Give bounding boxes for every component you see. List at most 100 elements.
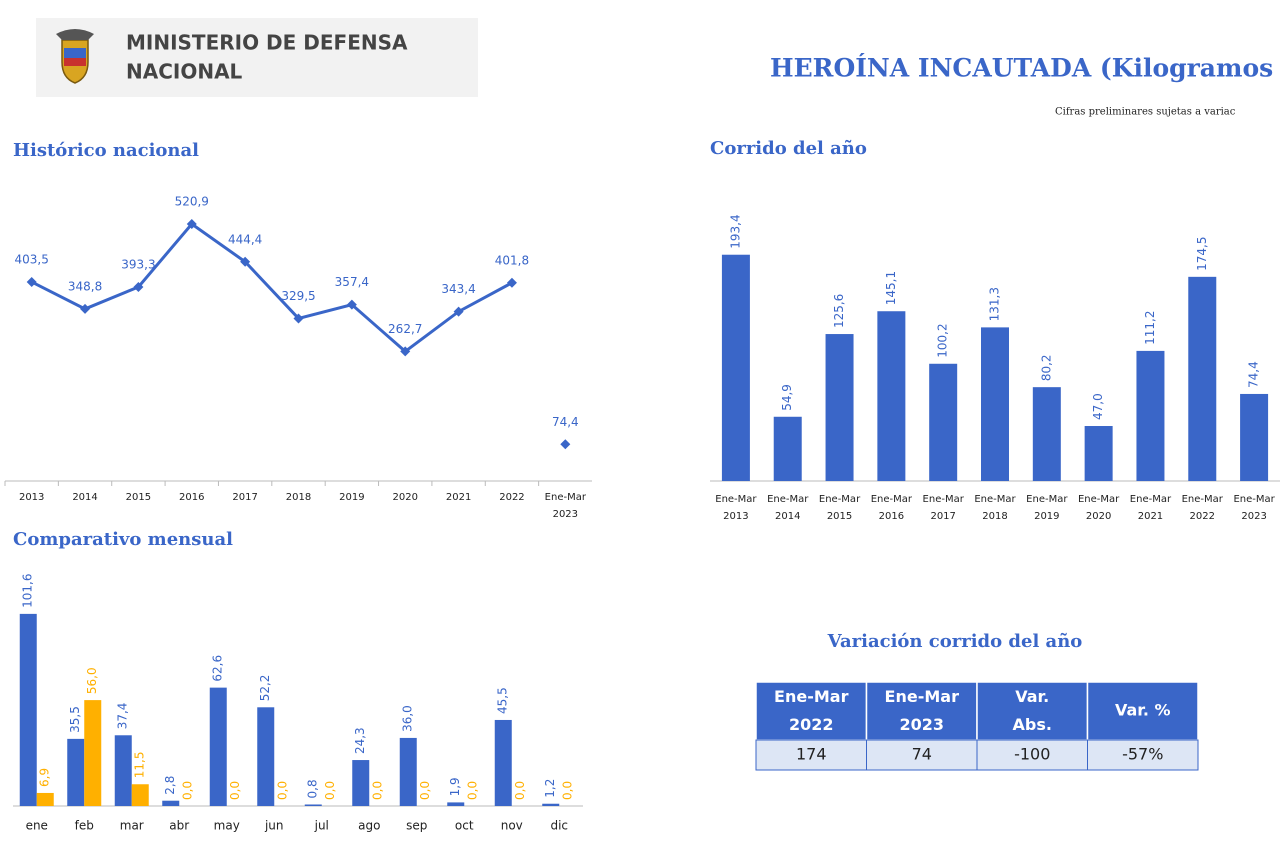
marker bbox=[453, 306, 464, 317]
bar bbox=[447, 802, 465, 806]
x-tick-label: Ene-Mar 2022 bbox=[1182, 494, 1224, 522]
x-tick-label: jun bbox=[264, 819, 284, 833]
page-title: HEROÍNA INCAUTADA (Kilogramos bbox=[770, 54, 1273, 83]
bar bbox=[1240, 393, 1269, 481]
marker bbox=[560, 439, 571, 450]
x-tick-label: Ene-Mar 2023 bbox=[545, 492, 587, 520]
bar bbox=[825, 334, 854, 481]
data-label: 80,2 bbox=[1039, 354, 1053, 381]
x-tick-label: sep bbox=[406, 819, 427, 833]
bar bbox=[1136, 350, 1165, 481]
data-label: 45,5 bbox=[496, 687, 510, 714]
table-header: Ene-Mar 2022 bbox=[774, 687, 849, 734]
bar bbox=[494, 719, 512, 806]
x-tick-label: ago bbox=[358, 819, 380, 833]
table-value: 174 bbox=[796, 745, 827, 764]
x-tick-label: 2017 bbox=[232, 492, 257, 503]
bar bbox=[36, 792, 54, 806]
data-label: 0,0 bbox=[228, 781, 242, 800]
bar bbox=[773, 416, 802, 481]
data-label: 56,0 bbox=[85, 667, 99, 694]
table-cell bbox=[866, 739, 978, 771]
bar bbox=[304, 804, 322, 806]
data-label: 174,5 bbox=[1195, 236, 1209, 270]
x-tick-label: oct bbox=[455, 819, 474, 833]
table-value: -57% bbox=[1122, 745, 1163, 764]
x-tick-label: dic bbox=[550, 819, 568, 833]
data-label: 101,6 bbox=[21, 574, 35, 608]
bar bbox=[542, 803, 560, 806]
data-label: 111,2 bbox=[1143, 311, 1157, 345]
data-label: 11,5 bbox=[133, 752, 147, 779]
table-value: -100 bbox=[1014, 745, 1050, 764]
data-label: 74,4 bbox=[552, 415, 579, 429]
table-cell bbox=[976, 739, 1088, 771]
data-label: 0,0 bbox=[370, 781, 384, 800]
x-tick-label: 2016 bbox=[179, 492, 204, 503]
chart-title: Histórico nacional bbox=[13, 140, 199, 161]
data-label: 125,6 bbox=[832, 294, 846, 328]
table-value: 74 bbox=[912, 745, 932, 764]
marker bbox=[133, 281, 144, 292]
data-label: 0,0 bbox=[418, 781, 432, 800]
x-tick-label: Ene-Mar 2021 bbox=[1130, 494, 1172, 522]
data-label: 0,8 bbox=[306, 779, 320, 798]
data-label: 62,6 bbox=[211, 655, 225, 682]
x-tick-label: mar bbox=[120, 819, 144, 833]
data-label: 1,2 bbox=[543, 779, 557, 798]
data-label: 403,5 bbox=[15, 252, 49, 266]
x-tick-label: 2015 bbox=[126, 492, 151, 503]
data-label: 36,0 bbox=[401, 705, 415, 732]
marker bbox=[186, 219, 197, 230]
ministry-line: NACIONAL bbox=[126, 60, 243, 84]
table-header: Var. Abs. bbox=[1013, 687, 1052, 734]
line bbox=[31, 222, 513, 354]
marker bbox=[400, 346, 411, 357]
data-label: 37,4 bbox=[116, 703, 130, 730]
x-tick-label: jul bbox=[314, 819, 329, 833]
table-cell bbox=[755, 739, 867, 771]
x-tick-label: Ene-Mar 2013 bbox=[715, 494, 757, 522]
data-label: 348,8 bbox=[68, 279, 102, 293]
x-tick-label: Ene-Mar 2015 bbox=[819, 494, 861, 522]
marker bbox=[240, 256, 251, 267]
data-label: 24,3 bbox=[353, 727, 367, 754]
data-label: 47,0 bbox=[1091, 393, 1105, 420]
data-label: 74,4 bbox=[1247, 361, 1261, 388]
data-label: 0,0 bbox=[323, 781, 337, 800]
x-tick-label: Ene-Mar 2020 bbox=[1078, 494, 1120, 522]
x-tick-label: abr bbox=[169, 819, 189, 833]
ministry-line: MINISTERIO DE DEFENSA bbox=[126, 31, 408, 55]
data-label: 131,3 bbox=[988, 287, 1002, 321]
data-label: 0,0 bbox=[180, 781, 194, 800]
data-label: 520,9 bbox=[175, 195, 209, 209]
bar bbox=[84, 700, 102, 806]
bar bbox=[257, 707, 275, 806]
note: Cifras preliminares sujetas a variac bbox=[1055, 107, 1236, 118]
chart-title: Corrido del año bbox=[710, 138, 867, 159]
table-header-cell bbox=[1086, 681, 1199, 741]
chart-title: Comparativo mensual bbox=[13, 529, 233, 550]
bar bbox=[209, 687, 227, 806]
x-tick-label: Ene-Mar 2016 bbox=[871, 494, 913, 522]
header-box bbox=[36, 18, 478, 97]
marker bbox=[346, 299, 357, 310]
data-label: 0,0 bbox=[465, 781, 479, 800]
x-tick-label: Ene-Mar 2014 bbox=[767, 494, 809, 522]
data-label: 262,7 bbox=[388, 322, 422, 336]
bar bbox=[67, 738, 85, 806]
bar bbox=[877, 311, 906, 481]
marker bbox=[506, 277, 517, 288]
table-cell bbox=[1087, 739, 1199, 771]
x-tick-label: may bbox=[214, 819, 240, 833]
marker bbox=[80, 303, 91, 314]
data-label: 357,4 bbox=[335, 275, 369, 289]
bar bbox=[1188, 276, 1217, 481]
data-label: 444,4 bbox=[228, 232, 262, 246]
x-tick-label: 2022 bbox=[499, 492, 524, 503]
data-label: 0,0 bbox=[513, 781, 527, 800]
section-title: Variación corrido del año bbox=[827, 631, 1083, 652]
data-label: 343,4 bbox=[441, 282, 475, 296]
